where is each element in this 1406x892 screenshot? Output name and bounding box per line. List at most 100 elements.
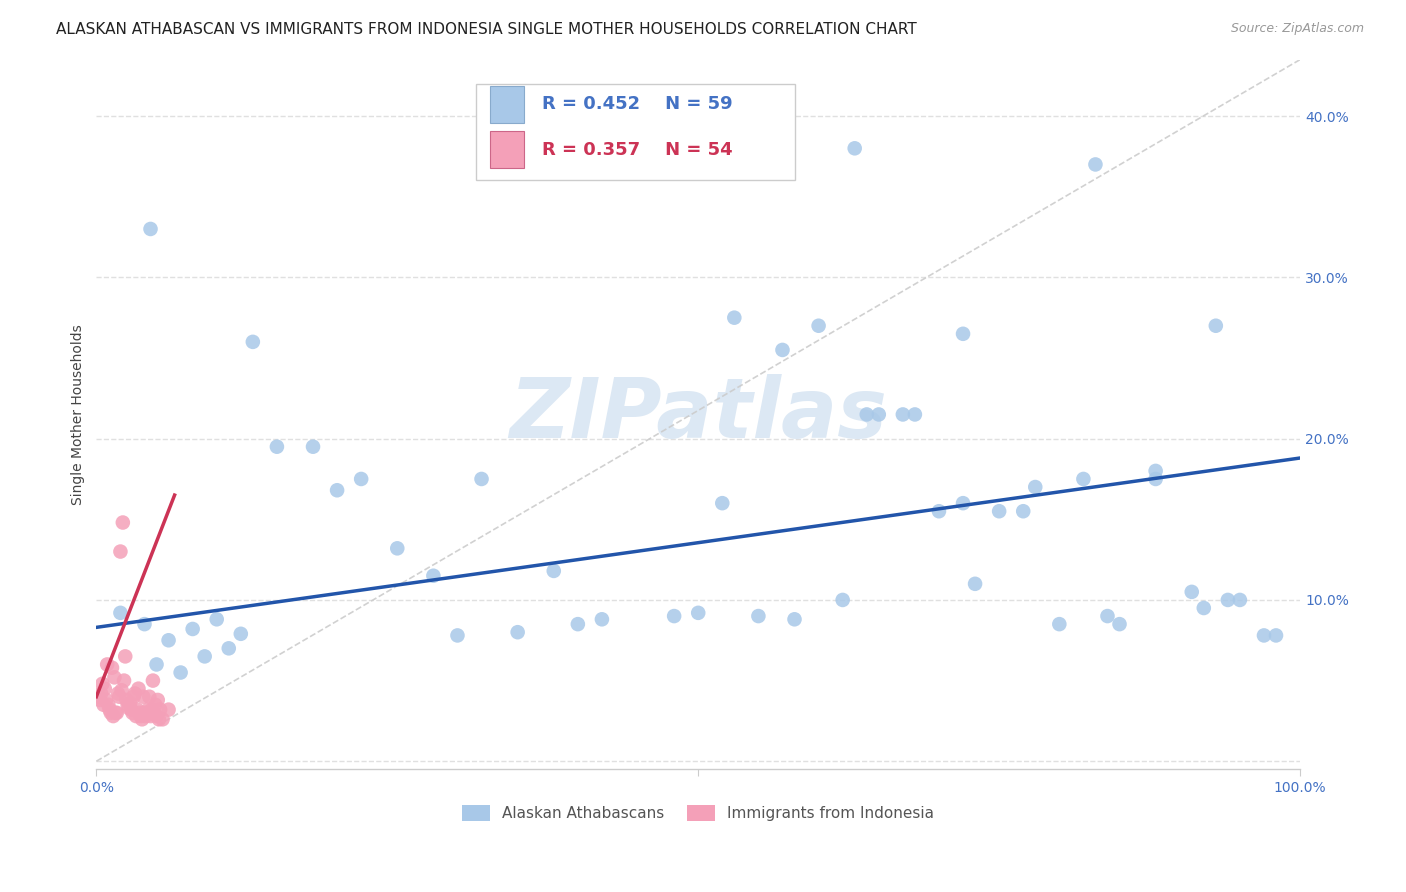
Point — [928, 504, 950, 518]
Point — [138, 690, 160, 704]
Point — [891, 408, 914, 422]
Point — [125, 709, 148, 723]
Text: R = 0.452    N = 59: R = 0.452 N = 59 — [541, 95, 733, 113]
Point — [134, 617, 156, 632]
Point — [1024, 480, 1046, 494]
Point — [127, 681, 149, 696]
Point — [205, 612, 228, 626]
Point — [124, 686, 146, 700]
Point — [105, 706, 128, 720]
Point — [904, 408, 927, 422]
Point — [101, 661, 124, 675]
Point — [149, 703, 172, 717]
Point — [242, 334, 264, 349]
Point — [181, 622, 204, 636]
Point — [146, 693, 169, 707]
Point — [1144, 472, 1167, 486]
Point — [152, 712, 174, 726]
Point — [266, 440, 288, 454]
Point — [1084, 157, 1107, 171]
Y-axis label: Single Mother Households: Single Mother Households — [72, 324, 86, 505]
Bar — [489, 86, 523, 123]
Point — [128, 706, 150, 720]
Point — [1181, 585, 1204, 599]
Point — [831, 593, 853, 607]
Point — [118, 701, 141, 715]
Point — [747, 609, 769, 624]
Point — [1108, 617, 1130, 632]
Point — [965, 576, 987, 591]
Point — [90, 686, 112, 700]
Point — [145, 709, 167, 723]
Point — [131, 712, 153, 726]
Point — [111, 683, 134, 698]
Point — [157, 633, 180, 648]
Point — [110, 544, 132, 558]
Point — [326, 483, 349, 498]
Point — [87, 690, 110, 704]
Text: R = 0.357    N = 54: R = 0.357 N = 54 — [541, 141, 733, 159]
Legend: Alaskan Athabascans, Immigrants from Indonesia: Alaskan Athabascans, Immigrants from Ind… — [458, 800, 939, 825]
Point — [1205, 318, 1227, 333]
Point — [567, 617, 589, 632]
Point — [114, 649, 136, 664]
Point — [107, 686, 129, 700]
Point — [103, 670, 125, 684]
Point — [1144, 464, 1167, 478]
Point — [662, 609, 685, 624]
Point — [591, 612, 613, 626]
Point — [91, 677, 114, 691]
Point — [143, 698, 166, 712]
Point — [807, 318, 830, 333]
Point — [229, 627, 252, 641]
Point — [122, 690, 145, 704]
Point — [108, 690, 131, 704]
Point — [422, 568, 444, 582]
Point — [952, 496, 974, 510]
Point — [855, 408, 877, 422]
Point — [141, 703, 163, 717]
Point — [1253, 628, 1275, 642]
Point — [139, 222, 162, 236]
Text: ZIPatlas: ZIPatlas — [509, 374, 887, 455]
Point — [1229, 593, 1251, 607]
Point — [218, 641, 240, 656]
Point — [350, 472, 373, 486]
Point — [100, 706, 122, 720]
Point — [98, 703, 121, 717]
Point — [135, 706, 157, 720]
Point — [688, 606, 710, 620]
Point — [142, 673, 165, 688]
Point — [506, 625, 529, 640]
FancyBboxPatch shape — [475, 85, 794, 180]
Point — [143, 706, 166, 720]
Point — [844, 141, 866, 155]
Point — [1192, 601, 1215, 615]
Point — [772, 343, 794, 357]
Point — [93, 698, 115, 712]
Point — [387, 541, 409, 556]
Point — [952, 326, 974, 341]
Point — [194, 649, 217, 664]
Point — [157, 703, 180, 717]
Point — [988, 504, 1011, 518]
Point — [446, 628, 468, 642]
Point — [723, 310, 745, 325]
Point — [136, 703, 159, 717]
Point — [121, 706, 143, 720]
Point — [139, 709, 162, 723]
Point — [120, 696, 142, 710]
Point — [1097, 609, 1119, 624]
Point — [868, 408, 890, 422]
Point — [97, 698, 120, 712]
Point — [543, 564, 565, 578]
Point — [112, 673, 135, 688]
Point — [110, 606, 132, 620]
Point — [111, 516, 134, 530]
Point — [134, 706, 156, 720]
Point — [470, 472, 492, 486]
Point — [127, 703, 149, 717]
Point — [145, 657, 167, 672]
Text: Source: ZipAtlas.com: Source: ZipAtlas.com — [1230, 22, 1364, 36]
Point — [302, 440, 325, 454]
